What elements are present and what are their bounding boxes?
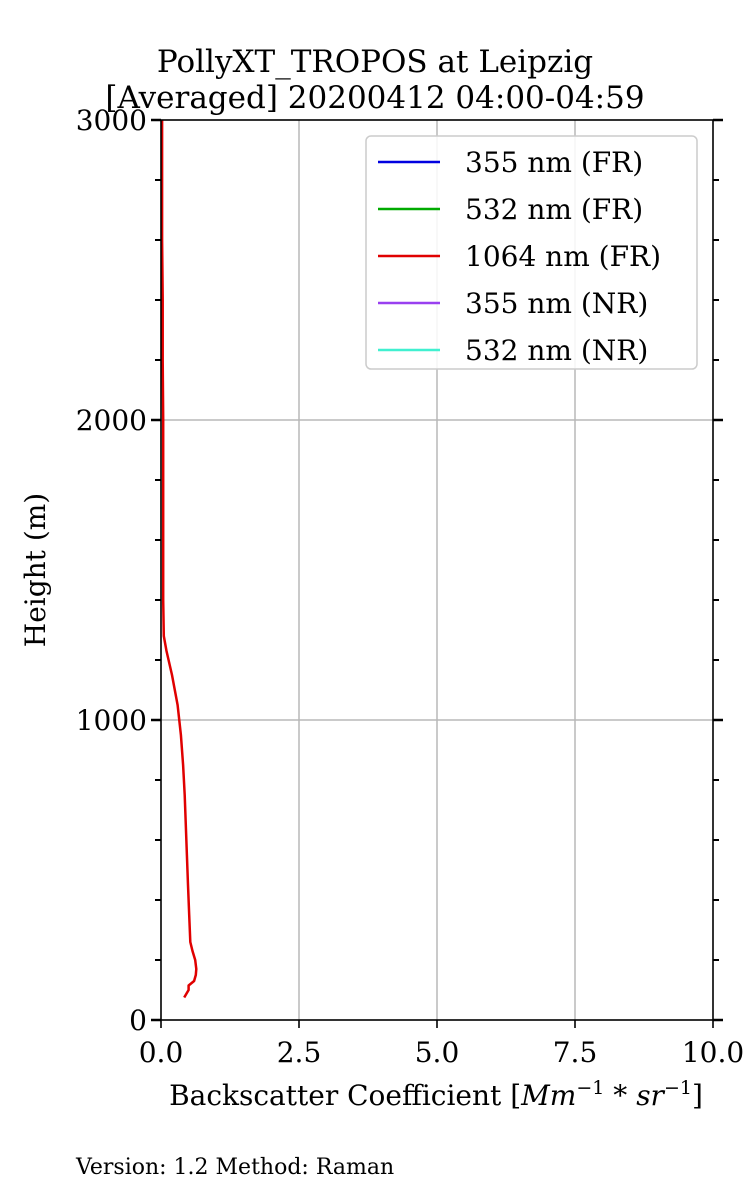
x-tick-label: 5.0 (415, 1036, 460, 1069)
series-lines (160, 120, 198, 999)
grid (161, 120, 713, 1020)
x-axis-label-exp2: −1 (664, 1077, 692, 1099)
x-tick-label: 2.5 (277, 1036, 322, 1069)
x-axis-label-end: ] (692, 1079, 703, 1112)
chart-title: PollyXT_TROPOS at Leipzig (156, 44, 594, 80)
legend: 355 nm (FR) 532 nm (FR) 1064 nm (FR) 355 nm… (365, 135, 698, 370)
x-axis-label-text: Backscatter Coefficient [ (169, 1079, 521, 1112)
x-tick-label: 0.0 (139, 1036, 184, 1069)
y-tick-label: 0 (129, 1004, 147, 1037)
legend-label: 532 nm (FR) (465, 193, 643, 226)
y-axis-label: Height (m) (19, 493, 52, 647)
y-tick-label: 3000 (76, 104, 147, 137)
series-line (160, 120, 198, 999)
legend-box (365, 135, 698, 370)
axes: 0.0 2.5 5.0 7.5 10.0 0 1000 2000 3000 (76, 104, 744, 1069)
legend-label: 355 nm (FR) (465, 146, 643, 179)
x-tick-label: 10.0 (682, 1036, 744, 1069)
legend-label: 355 nm (NR) (465, 287, 648, 320)
x-axis-label-unit2: sr (636, 1079, 665, 1112)
y-tick-label: 1000 (76, 704, 147, 737)
legend-label: 532 nm (NR) (465, 334, 648, 367)
x-axis-label: Backscatter Coefficient [Mm−1 * sr−1] (169, 1077, 703, 1112)
x-tick-label: 7.5 (553, 1036, 598, 1069)
chart-subtitle: [Averaged] 20200412 04:00-04:59 (105, 80, 645, 116)
y-tick-label: 2000 (76, 404, 147, 437)
x-axis-label-mid: * (604, 1079, 636, 1112)
x-axis-label-exp1: −1 (576, 1077, 604, 1099)
version-footer: Version: 1.2 Method: Raman (76, 1155, 395, 1180)
legend-label: 1064 nm (FR) (465, 240, 661, 273)
x-axis-label-unit1: Mm (520, 1079, 576, 1112)
